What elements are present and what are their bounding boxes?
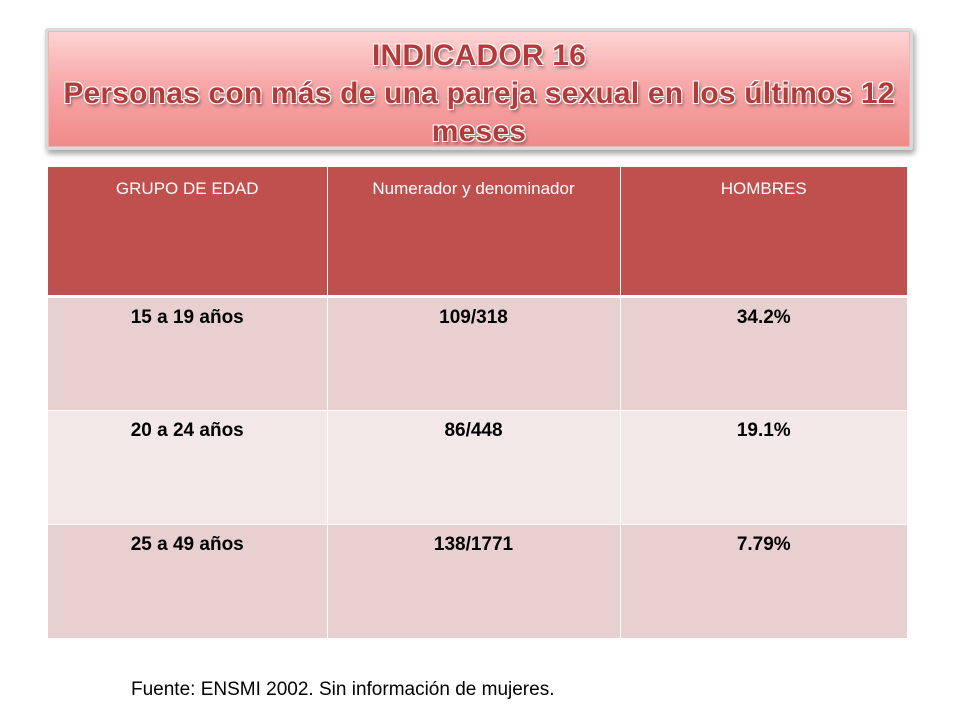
cell-percent: 34.2% [620, 296, 907, 411]
indicator-subtitle-line2: meses [431, 115, 527, 148]
header-men: HOMBRES [620, 167, 907, 298]
cell-ratio: 109/318 [327, 296, 621, 411]
title-banner: INDICADOR 16 Personas con más de una par… [45, 28, 913, 150]
source-note: Fuente: ENSMI 2002. Sin información de m… [131, 679, 555, 700]
indicator-title: INDICADOR 16 [371, 39, 587, 72]
cell-ratio: 138/1771 [327, 524, 621, 639]
header-age-group: GRUPO DE EDAD [48, 167, 328, 298]
header-numerator-denominator: Numerador y denominador [327, 167, 621, 298]
table-header-row: GRUPO DE EDAD Numerador y denominador HO… [48, 167, 907, 298]
table-row: 25 a 49 años 138/1771 7.79% [48, 524, 907, 639]
cell-age-group: 25 a 49 años [48, 524, 328, 639]
indicator-subtitle-line1: Personas con más de una pareja sexual en… [63, 77, 895, 110]
cell-age-group: 15 a 19 años [48, 296, 328, 411]
table-row: 15 a 19 años 109/318 34.2% [48, 296, 907, 411]
cell-percent: 19.1% [620, 410, 907, 525]
cell-age-group: 20 a 24 años [48, 410, 328, 525]
table-row: 20 a 24 años 86/448 19.1% [48, 410, 907, 525]
indicator-table: GRUPO DE EDAD Numerador y denominador HO… [48, 167, 907, 639]
cell-percent: 7.79% [620, 524, 907, 639]
cell-ratio: 86/448 [327, 410, 621, 525]
